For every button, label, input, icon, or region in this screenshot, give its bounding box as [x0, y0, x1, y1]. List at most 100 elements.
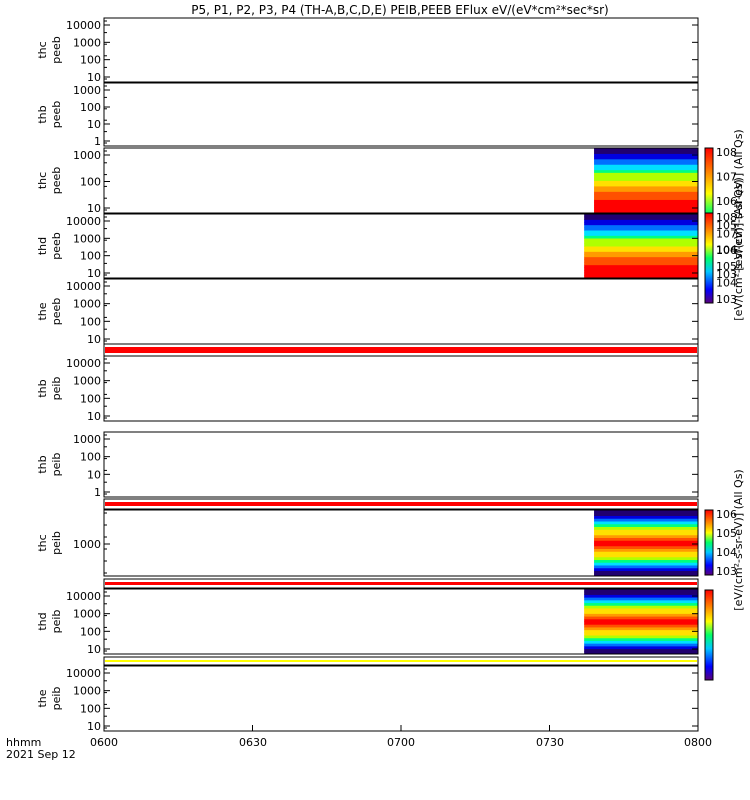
- spectrogram-band: [584, 637, 698, 641]
- y-tick-label: 10000: [66, 19, 101, 32]
- spectrogram-band: [584, 238, 698, 242]
- spectrogram-band: [594, 172, 698, 176]
- spectrogram-band: [584, 240, 698, 244]
- panel-probe-label: thd: [36, 237, 49, 255]
- flag-bar: [105, 502, 697, 506]
- y-tick-label: 10: [87, 71, 101, 84]
- spectrogram-band: [594, 521, 698, 525]
- panel-probe-label: the: [36, 689, 49, 707]
- panel-frame: [103, 278, 699, 345]
- spectrogram-band: [594, 551, 698, 555]
- spectrogram-band: [584, 645, 698, 650]
- y-tick-label: 100: [80, 54, 101, 67]
- y-tick-label: 1000: [73, 36, 101, 49]
- spectrogram-band: [584, 259, 698, 263]
- spectrogram-band: [594, 523, 698, 527]
- panel-probe-label: thb: [36, 379, 49, 397]
- panel-10: 10 100 1000 10000 the peib: [36, 665, 699, 733]
- spectrogram-band: [584, 272, 698, 276]
- y-tick-label: 100: [80, 101, 101, 114]
- panel-product-label: peib: [50, 377, 63, 401]
- panel-probe-label: thd: [36, 612, 49, 630]
- spectrogram-band: [584, 235, 698, 239]
- panel-8: 1000 thc peib: [36, 509, 699, 577]
- spectrogram-band: [584, 607, 698, 612]
- spectrogram-band: [584, 648, 698, 652]
- spectrogram-band: [584, 243, 698, 247]
- y-tick-label: 10000: [66, 590, 101, 603]
- y-tick-label: 10000: [66, 357, 101, 370]
- spectrogram-band: [594, 169, 698, 173]
- colorbar-tick-label: 105: [716, 219, 737, 232]
- colorbar-tick-label: 108: [716, 146, 737, 159]
- spectrogram-band: [594, 567, 698, 571]
- panel-frame: [103, 147, 699, 214]
- spectrogram-band: [594, 543, 698, 547]
- flag-bar: [105, 660, 697, 662]
- spectrogram-band: [584, 635, 698, 639]
- panel-product-label: peib: [50, 453, 63, 477]
- panel-frame: [103, 355, 699, 422]
- spectrogram-band: [594, 191, 698, 195]
- y-tick-label: 10: [87, 410, 101, 423]
- colorbar-4: [704, 589, 714, 681]
- panel-3: 10 100 1000 thc peeb: [36, 147, 699, 215]
- panel-probe-label: thc: [36, 41, 49, 58]
- spectrogram-band: [584, 591, 698, 595]
- spectrogram-band: [584, 597, 698, 601]
- spectrogram-band: [584, 248, 698, 252]
- spectrogram-band: [584, 599, 698, 604]
- spectrogram-band: [594, 534, 698, 538]
- spectrogram-band: [584, 270, 698, 274]
- panel-frame: [103, 213, 699, 279]
- spectrogram-band: [594, 158, 698, 163]
- spectrogram-band: [584, 246, 698, 250]
- spectrogram-band: [594, 559, 698, 563]
- y-tick-label: 1000: [73, 298, 101, 311]
- spectrogram-band: [584, 594, 698, 598]
- spectrogram-band: [594, 194, 698, 198]
- colorbar-tick-label: 105: [716, 527, 737, 540]
- colorbar-tick-label: 106: [716, 195, 737, 208]
- colorbar-tick-label: 104: [716, 546, 737, 559]
- colorbar-1-label: [eV/(cm²-s-sr-eV)] (All Qs): [732, 179, 745, 320]
- y-tick-label: 1000: [73, 538, 101, 551]
- panel-frame: [103, 431, 699, 498]
- date-label: 2021 Sep 12: [6, 748, 76, 761]
- spectrogram-band: [584, 256, 698, 260]
- y-tick-label: 10000: [66, 280, 101, 293]
- spectrogram-band: [594, 180, 698, 184]
- y-tick-label: 1000: [73, 149, 101, 162]
- panel-6: 10 100 1000 10000 thb peib: [36, 355, 699, 423]
- chart-title: P5, P1, P2, P3, P4 (TH-A,B,C,D,E) PEIB,P…: [191, 3, 608, 17]
- colorbar-tick-label: 107: [716, 227, 737, 240]
- spectrogram-band: [584, 267, 698, 271]
- spectrogram-band: [594, 204, 698, 209]
- y-tick-label: 1000: [73, 375, 101, 388]
- x-axis: 0600 0630 0700 0730 0800 hhmm 2021 Sep 1…: [6, 736, 712, 761]
- spectrogram-band: [594, 556, 698, 560]
- y-tick-label: 1: [94, 135, 101, 148]
- panel-7: 1 10 100 1000 thb peib: [36, 431, 699, 499]
- spectrogram-band: [594, 210, 698, 214]
- spectrogram-band: [594, 510, 698, 514]
- colorbar-3-scale: [704, 509, 714, 576]
- panel-9: 10 100 1000 10000 thd peib: [36, 588, 699, 656]
- y-tick-label: 100: [80, 250, 101, 263]
- y-tick-label: 1: [94, 486, 101, 499]
- spectrogram-band: [594, 518, 698, 522]
- colorbar-tick-label: 104: [716, 244, 737, 257]
- colorbar-2: [eV/(cm²-s-sr-eV)] (All Qs): [704, 129, 745, 304]
- y-tick-label: 10: [87, 333, 101, 346]
- y-tick-label: 10000: [66, 215, 101, 228]
- panel-product-label: peeb: [50, 167, 63, 195]
- spectrogram-band: [594, 573, 698, 577]
- spectrogram-band: [584, 589, 698, 593]
- spectrogram-band: [594, 166, 698, 171]
- x-tick-label-2: 0700: [387, 736, 415, 749]
- colorbar-tick-label: 104: [716, 277, 737, 290]
- panel-frame: [103, 82, 699, 147]
- y-tick-label: 10: [87, 118, 101, 131]
- y-tick-label: 100: [80, 625, 101, 638]
